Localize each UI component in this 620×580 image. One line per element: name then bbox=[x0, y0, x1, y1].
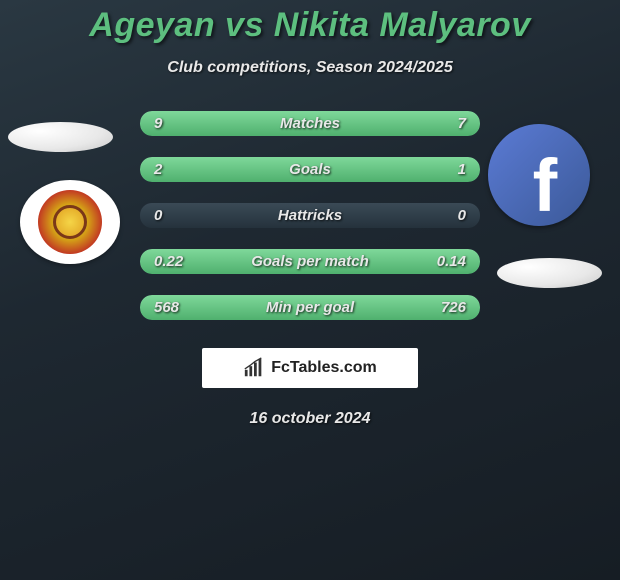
facebook-icon[interactable]: f bbox=[488, 124, 590, 226]
date-line: 16 october 2024 bbox=[0, 410, 620, 428]
page-title: Ageyan vs Nikita Malyarov bbox=[0, 0, 620, 45]
stat-label: Hattricks bbox=[140, 207, 480, 224]
stat-value-right: 1 bbox=[458, 161, 466, 178]
stat-label: Goals per match bbox=[140, 253, 480, 270]
stat-row: 2Goals1 bbox=[140, 157, 480, 182]
stat-value-right: 0.14 bbox=[437, 253, 466, 270]
club-badge-left bbox=[20, 180, 120, 264]
stat-row: 9Matches7 bbox=[140, 111, 480, 136]
stat-row: 0.22Goals per match0.14 bbox=[140, 249, 480, 274]
page-subtitle: Club competitions, Season 2024/2025 bbox=[0, 59, 620, 77]
branding-badge[interactable]: FcTables.com bbox=[202, 348, 418, 388]
stat-value-right: 0 bbox=[458, 207, 466, 224]
stat-label: Matches bbox=[140, 115, 480, 132]
branding-text: FcTables.com bbox=[271, 359, 377, 377]
stat-value-right: 726 bbox=[441, 299, 466, 316]
stat-row: 0Hattricks0 bbox=[140, 203, 480, 228]
decor-ellipse-top-left bbox=[8, 122, 113, 152]
stat-label: Min per goal bbox=[140, 299, 480, 316]
stat-row: 568Min per goal726 bbox=[140, 295, 480, 320]
stat-label: Goals bbox=[140, 161, 480, 178]
chart-icon bbox=[243, 357, 265, 379]
stat-value-right: 7 bbox=[458, 115, 466, 132]
decor-ellipse-bottom-right bbox=[497, 258, 602, 288]
